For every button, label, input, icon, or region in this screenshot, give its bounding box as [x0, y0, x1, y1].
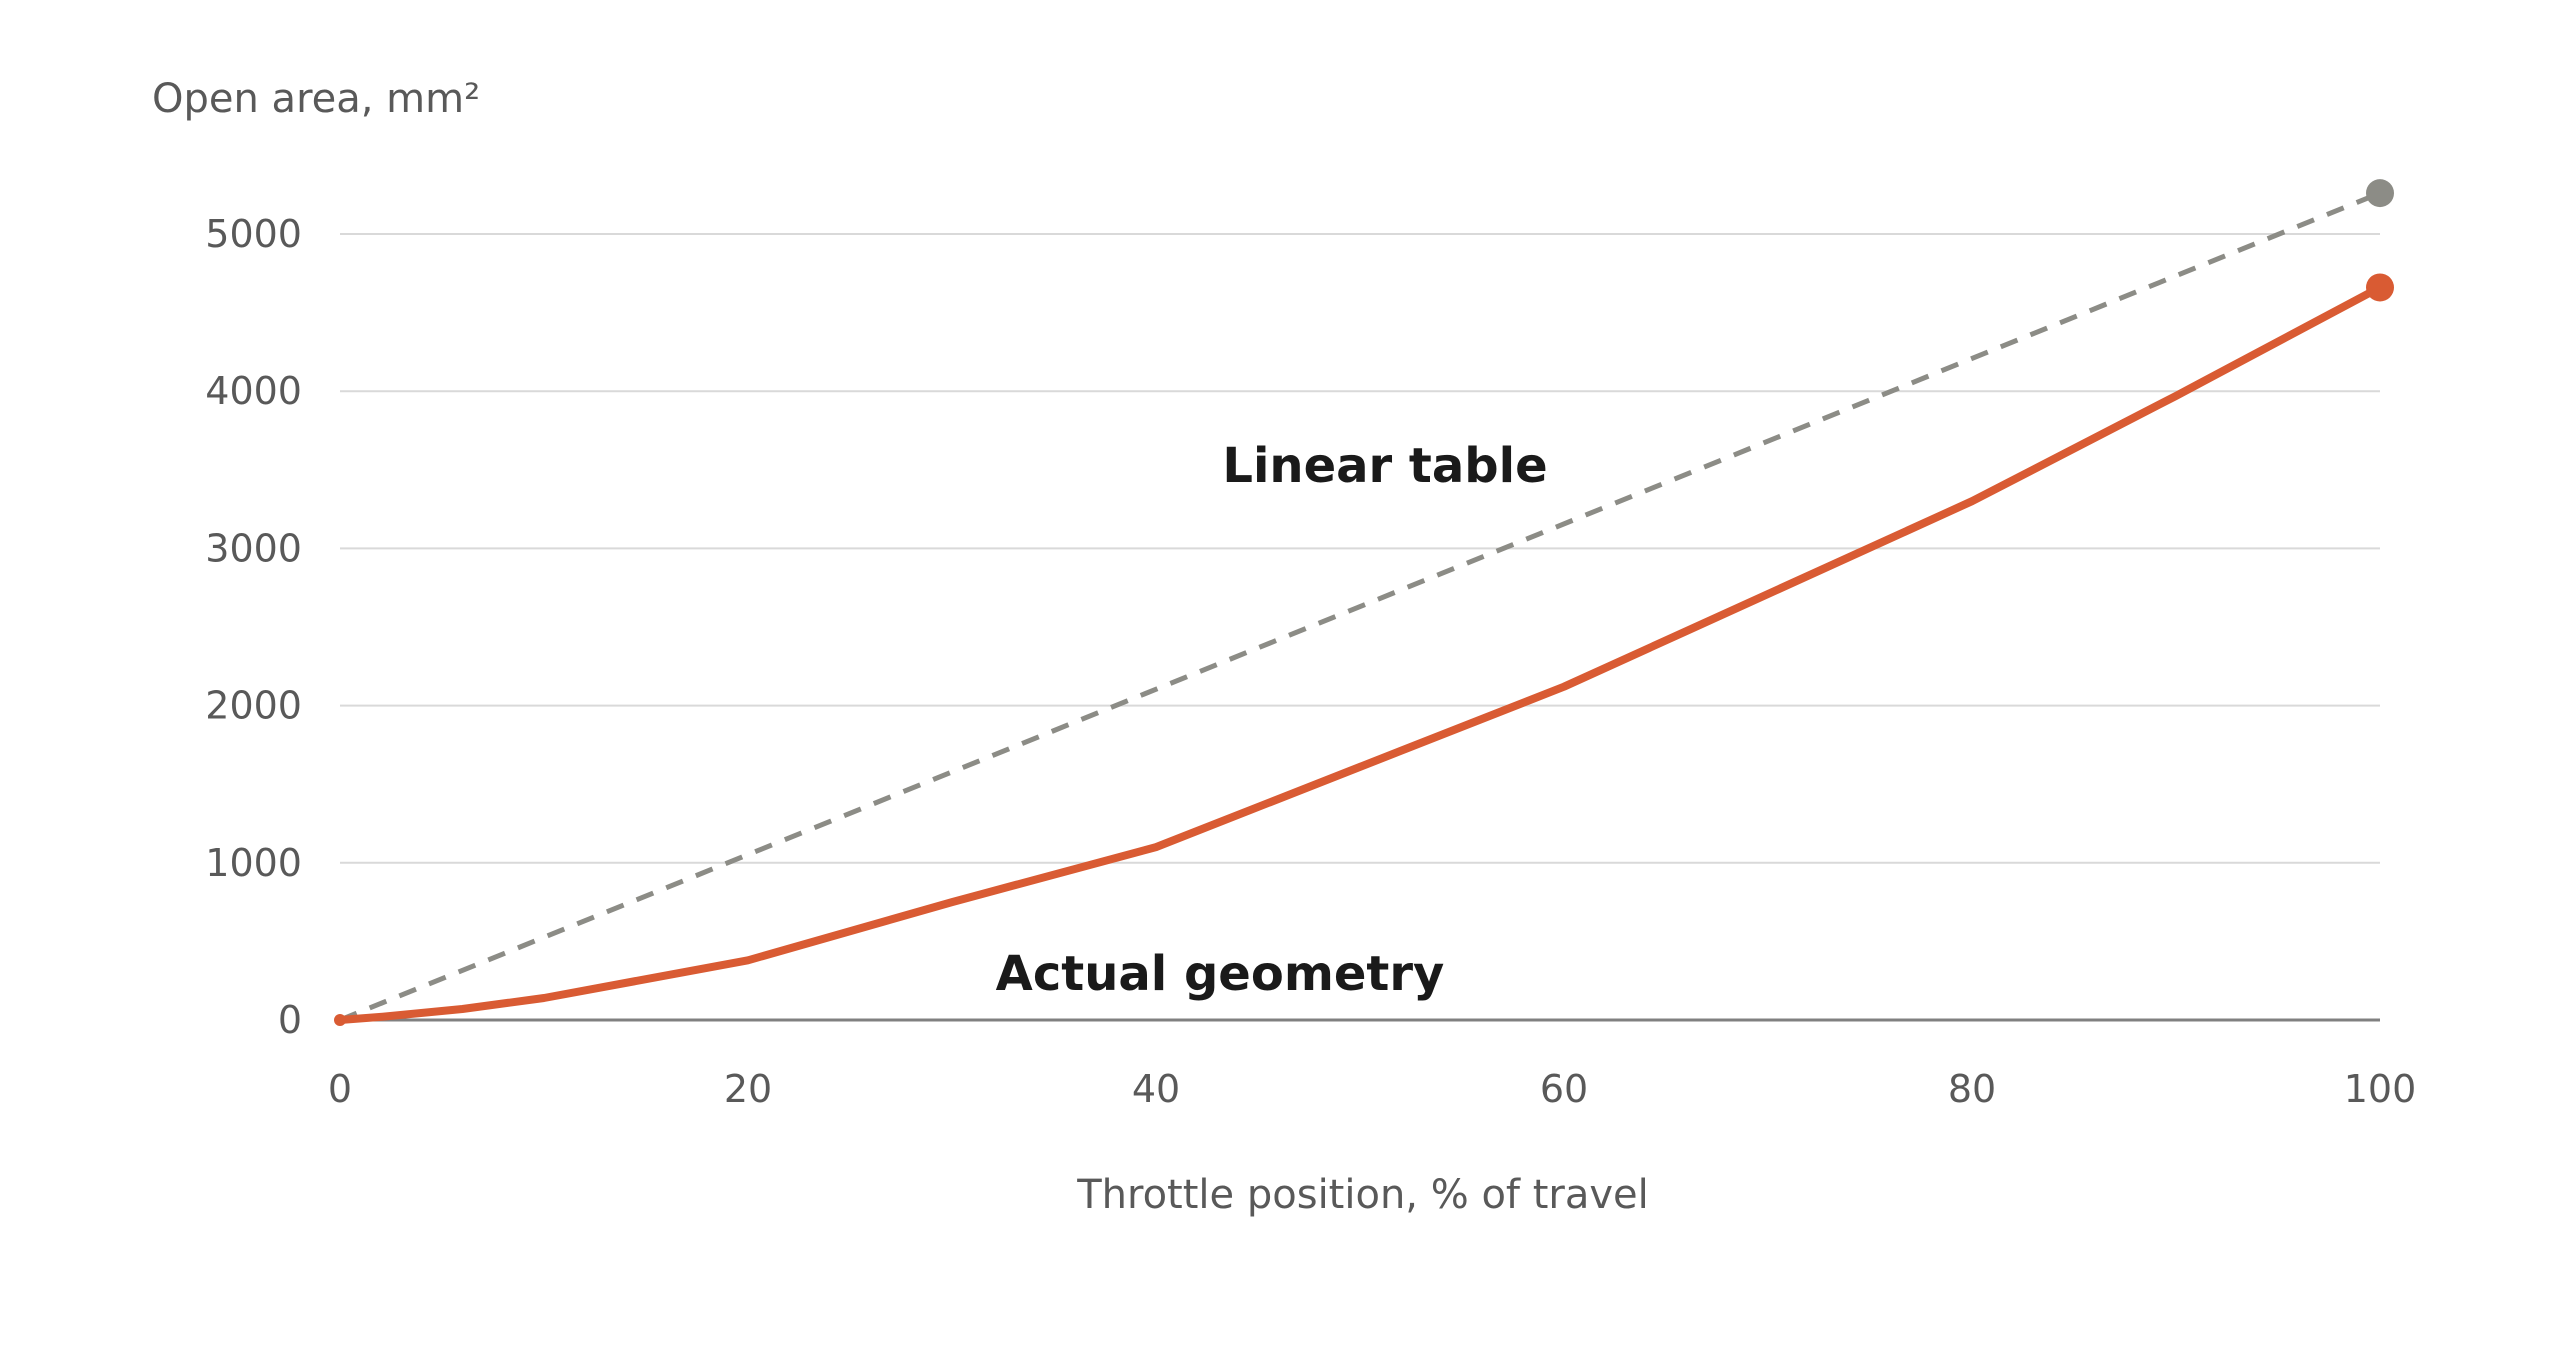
x-tick-label: 20 [724, 1067, 772, 1111]
y-tick-label: 5000 [205, 212, 302, 256]
series-labels: Linear table Actual geometry [996, 438, 1548, 1002]
x-tick-label: 0 [328, 1067, 352, 1111]
y-tick-label: 3000 [205, 526, 302, 570]
y-axis-title: Open area, mm² [152, 76, 480, 122]
series-end-marker [2366, 179, 2394, 208]
y-axis-tick-labels: 0 1000 2000 3000 4000 5000 [205, 212, 302, 1042]
y-tick-label: 4000 [205, 369, 302, 413]
x-axis-tick-labels: 0 20 40 60 80 100 [328, 1067, 2416, 1111]
series-line-2 [336, 283, 2384, 1024]
y-tick-label: 1000 [205, 841, 302, 885]
series-end-marker [2366, 273, 2394, 302]
y-tick-label: 2000 [205, 684, 302, 728]
gridlines [340, 233, 2380, 1022]
series [334, 179, 2394, 1026]
y-tick-label: 0 [278, 998, 302, 1042]
x-tick-label: 40 [1132, 1067, 1180, 1111]
x-tick-label: 100 [2344, 1067, 2417, 1111]
series-label: Linear table [1222, 438, 1547, 494]
x-tick-label: 60 [1540, 1067, 1588, 1111]
series-label: Actual geometry [996, 946, 1445, 1002]
series-line-1 [339, 190, 2381, 1023]
series-start-marker [334, 1014, 346, 1026]
x-axis-title: Throttle position, % of travel [1076, 1172, 1649, 1218]
x-tick-label: 80 [1948, 1067, 1996, 1111]
